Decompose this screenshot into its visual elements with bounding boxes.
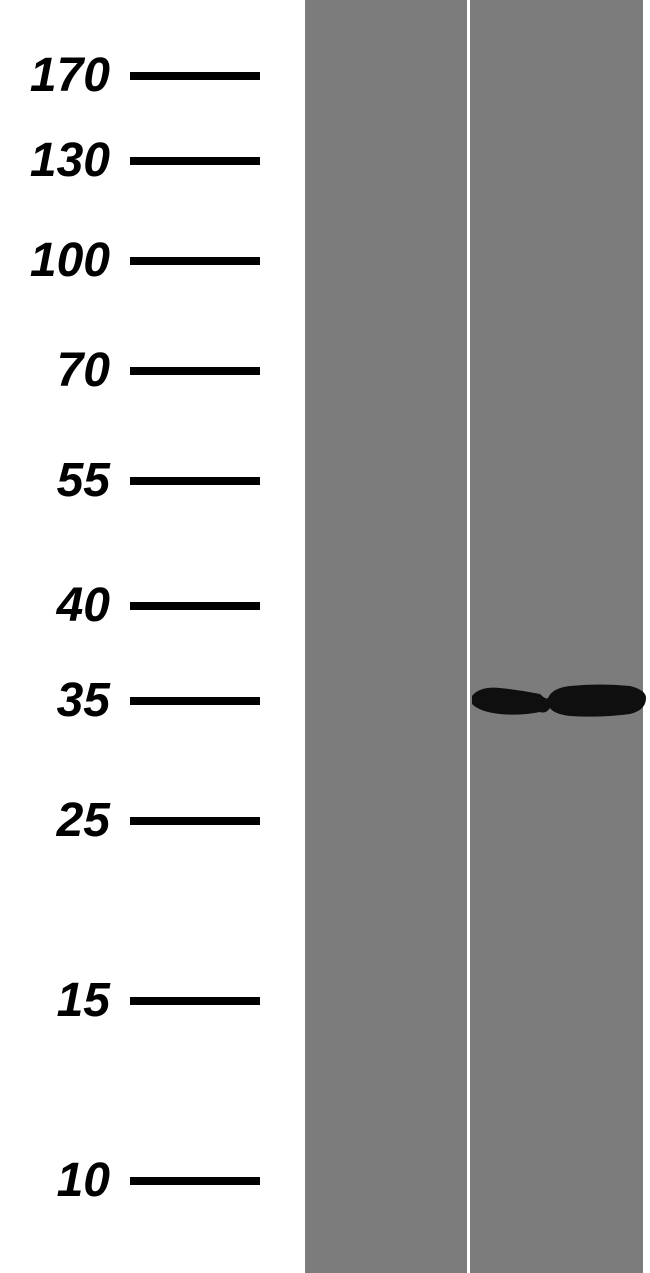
marker-label: 100: [0, 233, 130, 288]
protein-band-35kda: [470, 678, 648, 725]
marker-tick: [130, 1177, 260, 1185]
marker-100: 100: [0, 233, 305, 288]
marker-tick: [130, 997, 260, 1005]
marker-40: 40: [0, 578, 305, 633]
blot-membrane: [305, 0, 643, 1273]
marker-label: 130: [0, 133, 130, 188]
marker-25: 25: [0, 793, 305, 848]
marker-tick: [130, 72, 260, 80]
marker-70: 70: [0, 343, 305, 398]
marker-label: 70: [0, 343, 130, 398]
marker-label: 170: [0, 48, 130, 103]
marker-tick: [130, 477, 260, 485]
marker-tick: [130, 602, 260, 610]
lane-2: [470, 0, 643, 1273]
lane-1: [305, 0, 467, 1273]
marker-tick: [130, 367, 260, 375]
marker-label: 25: [0, 793, 130, 848]
marker-tick: [130, 697, 260, 705]
western-blot-figure: 170 130 100 70 55 40 35 25: [0, 0, 650, 1273]
marker-130: 130: [0, 133, 305, 188]
marker-tick: [130, 257, 260, 265]
marker-10: 10: [0, 1153, 305, 1208]
marker-label: 10: [0, 1153, 130, 1208]
marker-15: 15: [0, 973, 305, 1028]
marker-tick: [130, 157, 260, 165]
marker-tick: [130, 817, 260, 825]
molecular-weight-ladder: 170 130 100 70 55 40 35 25: [0, 0, 305, 1273]
marker-label: 40: [0, 578, 130, 633]
marker-label: 35: [0, 673, 130, 728]
marker-label: 55: [0, 453, 130, 508]
marker-170: 170: [0, 48, 305, 103]
marker-label: 15: [0, 973, 130, 1028]
marker-55: 55: [0, 453, 305, 508]
marker-35: 35: [0, 673, 305, 728]
